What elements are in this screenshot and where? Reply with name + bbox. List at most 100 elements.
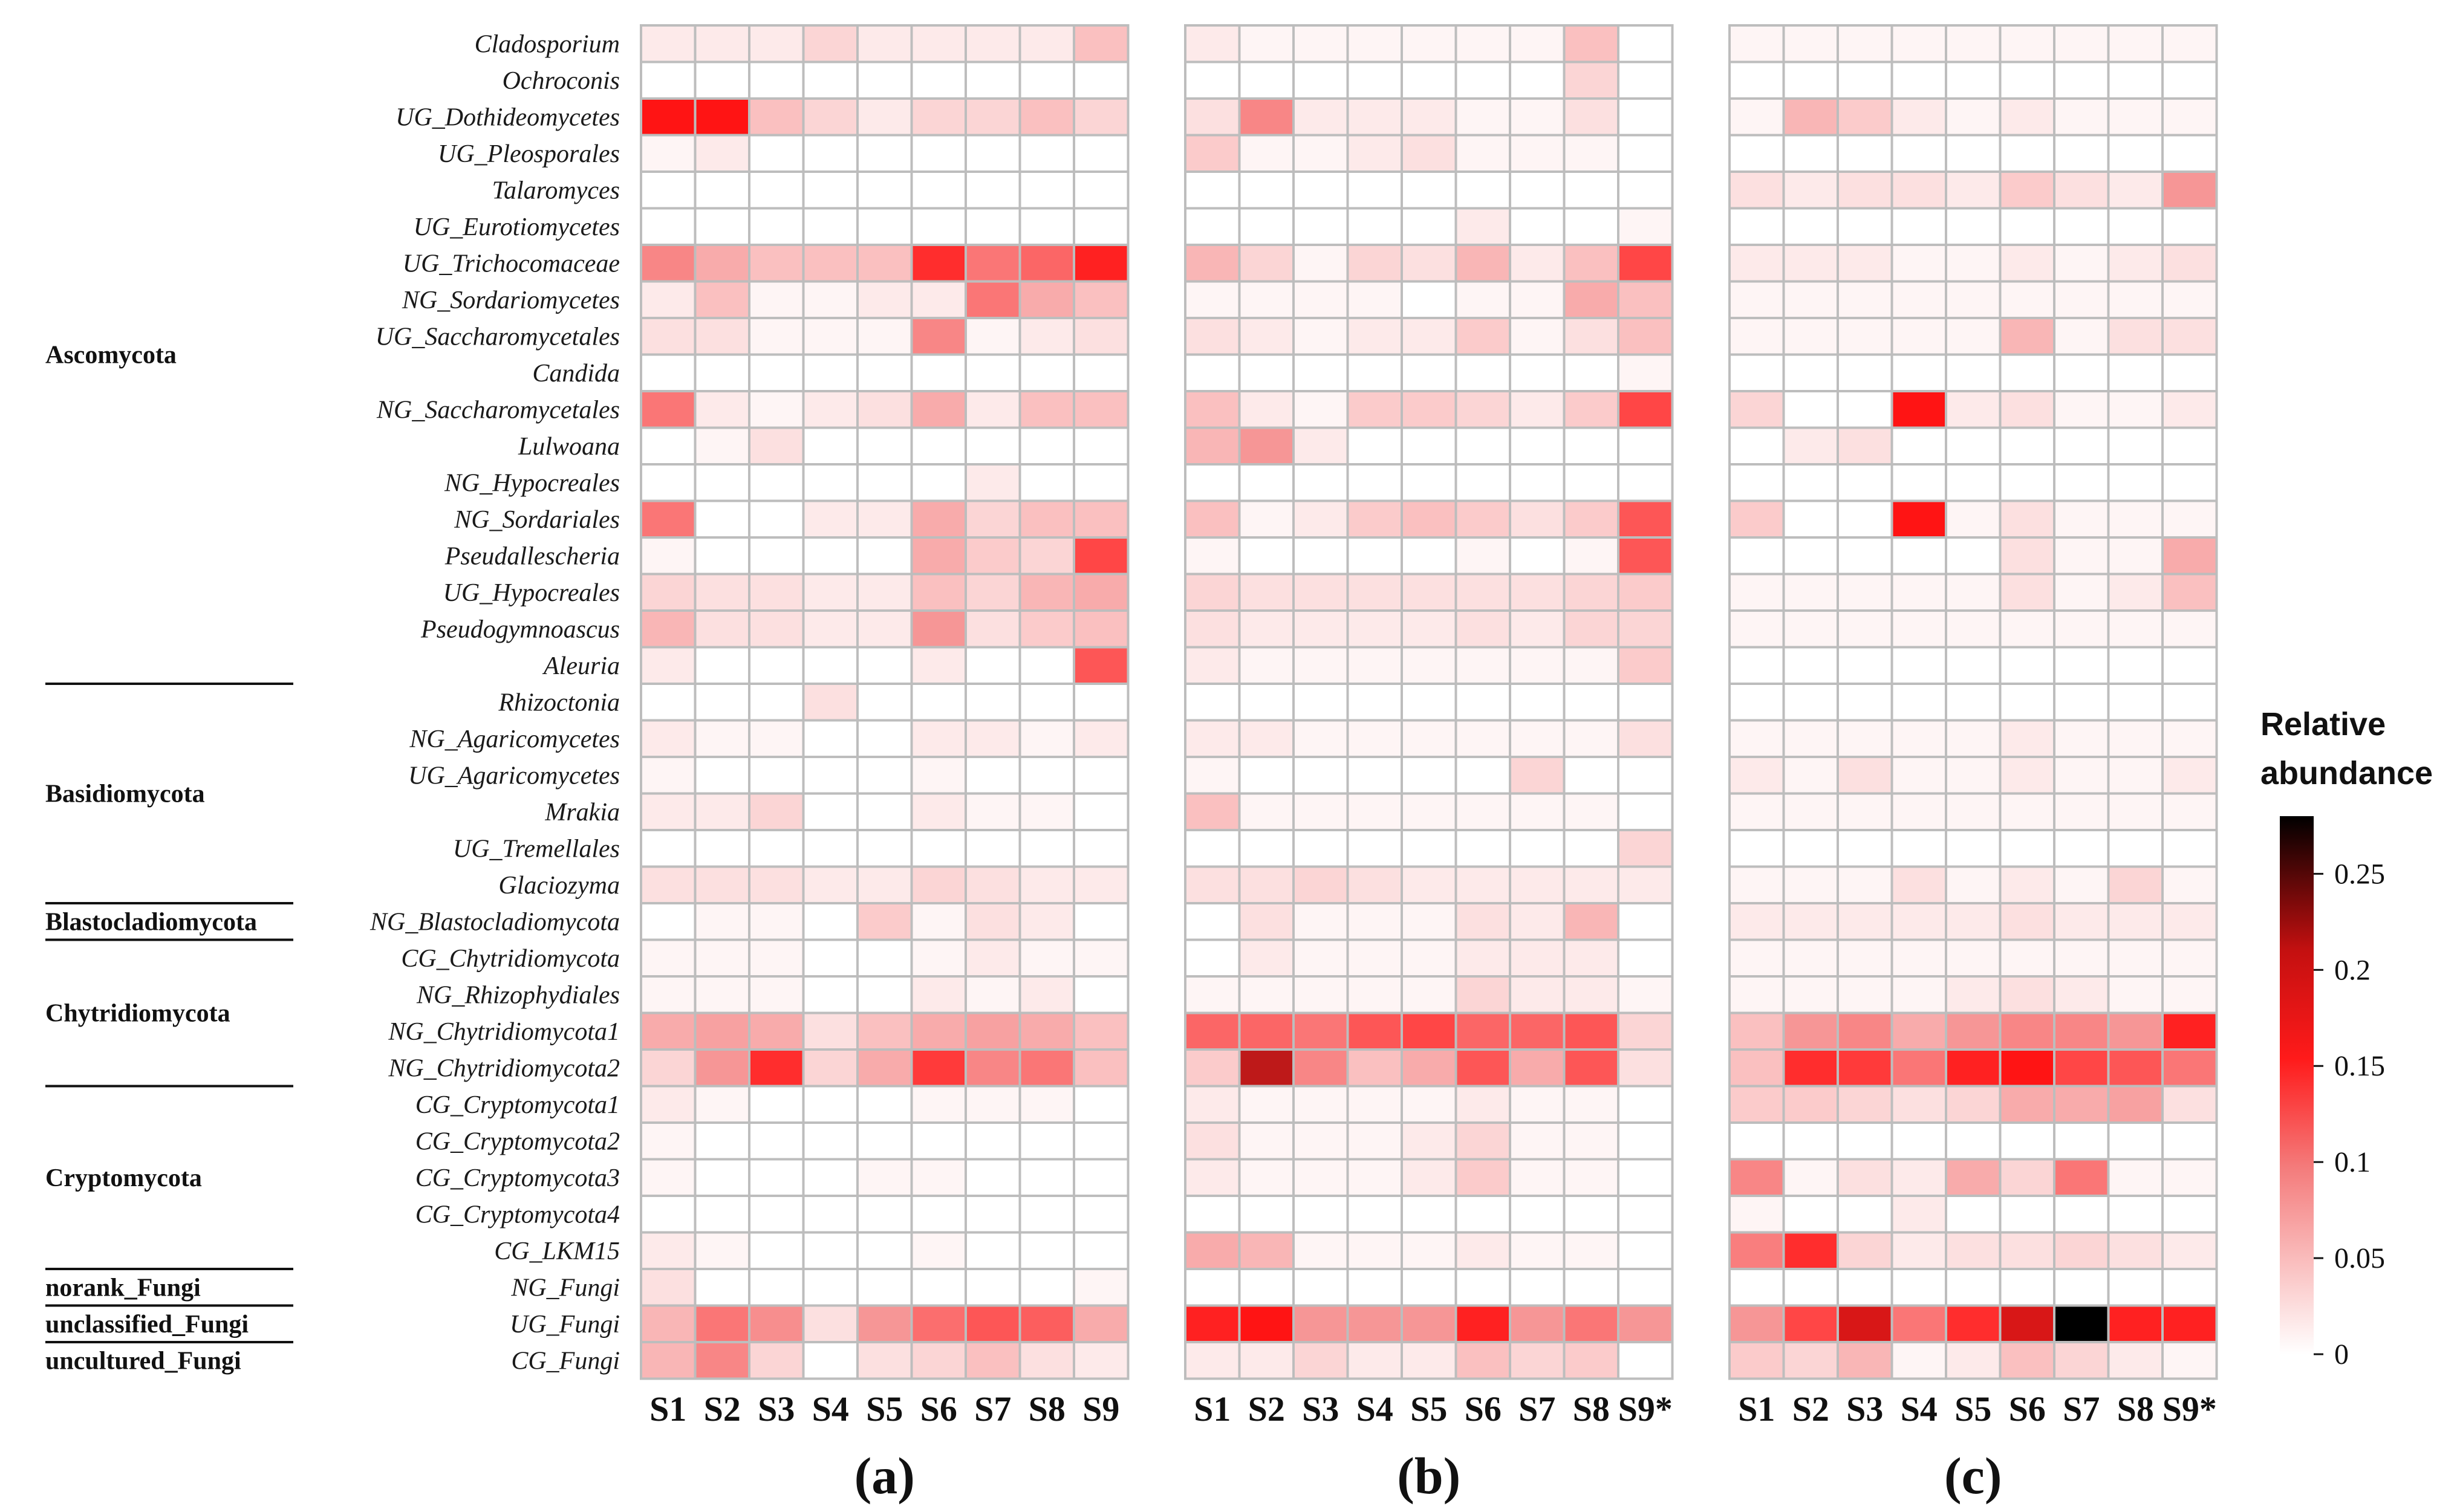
- sample-label: S2: [704, 1389, 741, 1429]
- heatmap-cell: [1563, 609, 1619, 649]
- heatmap-cell: [1454, 865, 1511, 904]
- heatmap-cell: [1073, 683, 1130, 722]
- heatmap-cell: [1073, 499, 1130, 539]
- heatmap-cell: [1292, 1341, 1349, 1380]
- heatmap-cell: [1837, 280, 1893, 319]
- heatmap-cell: [748, 1121, 805, 1161]
- heatmap-cell: [1073, 1231, 1130, 1270]
- heatmap-cell: [2053, 317, 2110, 356]
- heatmap-cell: [910, 1085, 967, 1124]
- heatmap-cell: [748, 829, 805, 868]
- heatmap-cell: [910, 646, 967, 685]
- heatmap-cell: [1617, 573, 1674, 612]
- heatmap-cell: [802, 97, 859, 137]
- heatmap-cell: [1999, 1231, 2055, 1270]
- heatmap-cell: [2107, 756, 2164, 795]
- heatmap-cell: [1238, 756, 1295, 795]
- heatmap-cell: [1073, 609, 1130, 649]
- heatmap-cell: [1890, 317, 1947, 356]
- heatmap-cell: [1509, 1158, 1566, 1197]
- heatmap-cell: [1890, 1011, 1947, 1051]
- heatmap-cell: [1509, 573, 1566, 612]
- heatmap-cell: [965, 170, 1021, 210]
- heatmap-cell: [1454, 134, 1511, 173]
- heatmap-cell: [748, 1011, 805, 1051]
- heatmap-cell: [640, 170, 697, 210]
- heatmap-cell: [965, 426, 1021, 466]
- heatmap-cell: [1346, 244, 1403, 283]
- heatmap-cell: [1292, 609, 1349, 649]
- heatmap-cell: [1346, 865, 1403, 904]
- heatmap-cell: [965, 1085, 1021, 1124]
- heatmap-cell: [910, 1268, 967, 1307]
- heatmap-cell: [1837, 683, 1893, 722]
- heatmap-cell: [694, 1158, 750, 1197]
- heatmap-cell: [1837, 1085, 1893, 1124]
- heatmap-cell: [1563, 1121, 1619, 1161]
- heatmap-cell: [694, 317, 750, 356]
- heatmap-cell: [1509, 1011, 1566, 1051]
- heatmap-cell: [1837, 1121, 1893, 1161]
- heatmap-cell: [1782, 97, 1839, 137]
- heatmap-cell: [640, 536, 697, 576]
- heatmap-cell: [640, 60, 697, 100]
- heatmap-cell: [1782, 902, 1839, 941]
- heatmap-cell: [1073, 719, 1130, 758]
- heatmap-cell: [1184, 1011, 1241, 1051]
- heatmap-cell: [1890, 1048, 1947, 1088]
- heatmap-cell: [640, 280, 697, 319]
- heatmap-cell: [1346, 463, 1403, 502]
- heatmap-cell: [856, 1011, 913, 1051]
- heatmap-cell: [1184, 280, 1241, 319]
- heatmap-cell: [1617, 280, 1674, 319]
- taxon-label: NG_Chytridiomycota2: [388, 1054, 620, 1082]
- heatmap-cell: [1563, 1085, 1619, 1124]
- heatmap-cell: [856, 719, 913, 758]
- heatmap-cell: [2053, 975, 2110, 1014]
- heatmap-cell: [1563, 902, 1619, 941]
- taxon-label: UG_Fungi: [510, 1311, 620, 1338]
- heatmap-cell: [2053, 536, 2110, 576]
- heatmap-cell: [802, 902, 859, 941]
- sample-label: S5: [1410, 1389, 1447, 1429]
- heatmap-cell: [1728, 829, 1785, 868]
- heatmap-cell: [1018, 24, 1075, 63]
- heatmap-cell: [1073, 829, 1130, 868]
- heatmap-cell: [802, 683, 859, 722]
- heatmap-cell: [694, 97, 750, 137]
- heatmap-cell: [2053, 134, 2110, 173]
- heatmap-cell: [748, 573, 805, 612]
- heatmap-cell: [856, 24, 913, 63]
- heatmap-cell: [1782, 24, 1839, 63]
- heatmap-cell: [2053, 463, 2110, 502]
- heatmap-cell: [1401, 536, 1457, 576]
- heatmap-cell: [1617, 938, 1674, 978]
- heatmap-cell: [2107, 1195, 2164, 1234]
- sample-label: S4: [1356, 1389, 1393, 1429]
- heatmap-cell: [1728, 646, 1785, 685]
- taxon-label: UG_Trichocomaceae: [403, 250, 620, 277]
- heatmap-cell: [1238, 1231, 1295, 1270]
- heatmap-cell: [1238, 573, 1295, 612]
- heatmap-cell: [1292, 1011, 1349, 1051]
- heatmap-cell: [1292, 60, 1349, 100]
- heatmap-cell: [910, 573, 967, 612]
- phylum-label: unclassified_Fungi: [45, 1311, 249, 1338]
- heatmap-cell: [1018, 756, 1075, 795]
- heatmap-cell: [694, 499, 750, 539]
- heatmap-cell: [1346, 353, 1403, 392]
- heatmap-cell: [1890, 244, 1947, 283]
- heatmap-cell: [1563, 792, 1619, 831]
- heatmap-cell: [1837, 902, 1893, 941]
- heatmap-cell: [802, 317, 859, 356]
- heatmap-cell: [1890, 280, 1947, 319]
- heatmap-cell: [965, 829, 1021, 868]
- heatmap-cell: [802, 1231, 859, 1270]
- heatmap-cell: [2053, 1231, 2110, 1270]
- heatmap-cell: [640, 975, 697, 1014]
- heatmap-panel: S1 S2 S3 S4 S5 S6 S7 S8 S9* (b): [1184, 24, 1674, 1505]
- heatmap-cell: [1617, 1121, 1674, 1161]
- heatmap-cell: [640, 97, 697, 137]
- heatmap-cell: [1890, 573, 1947, 612]
- heatmap-cell: [1945, 353, 2002, 392]
